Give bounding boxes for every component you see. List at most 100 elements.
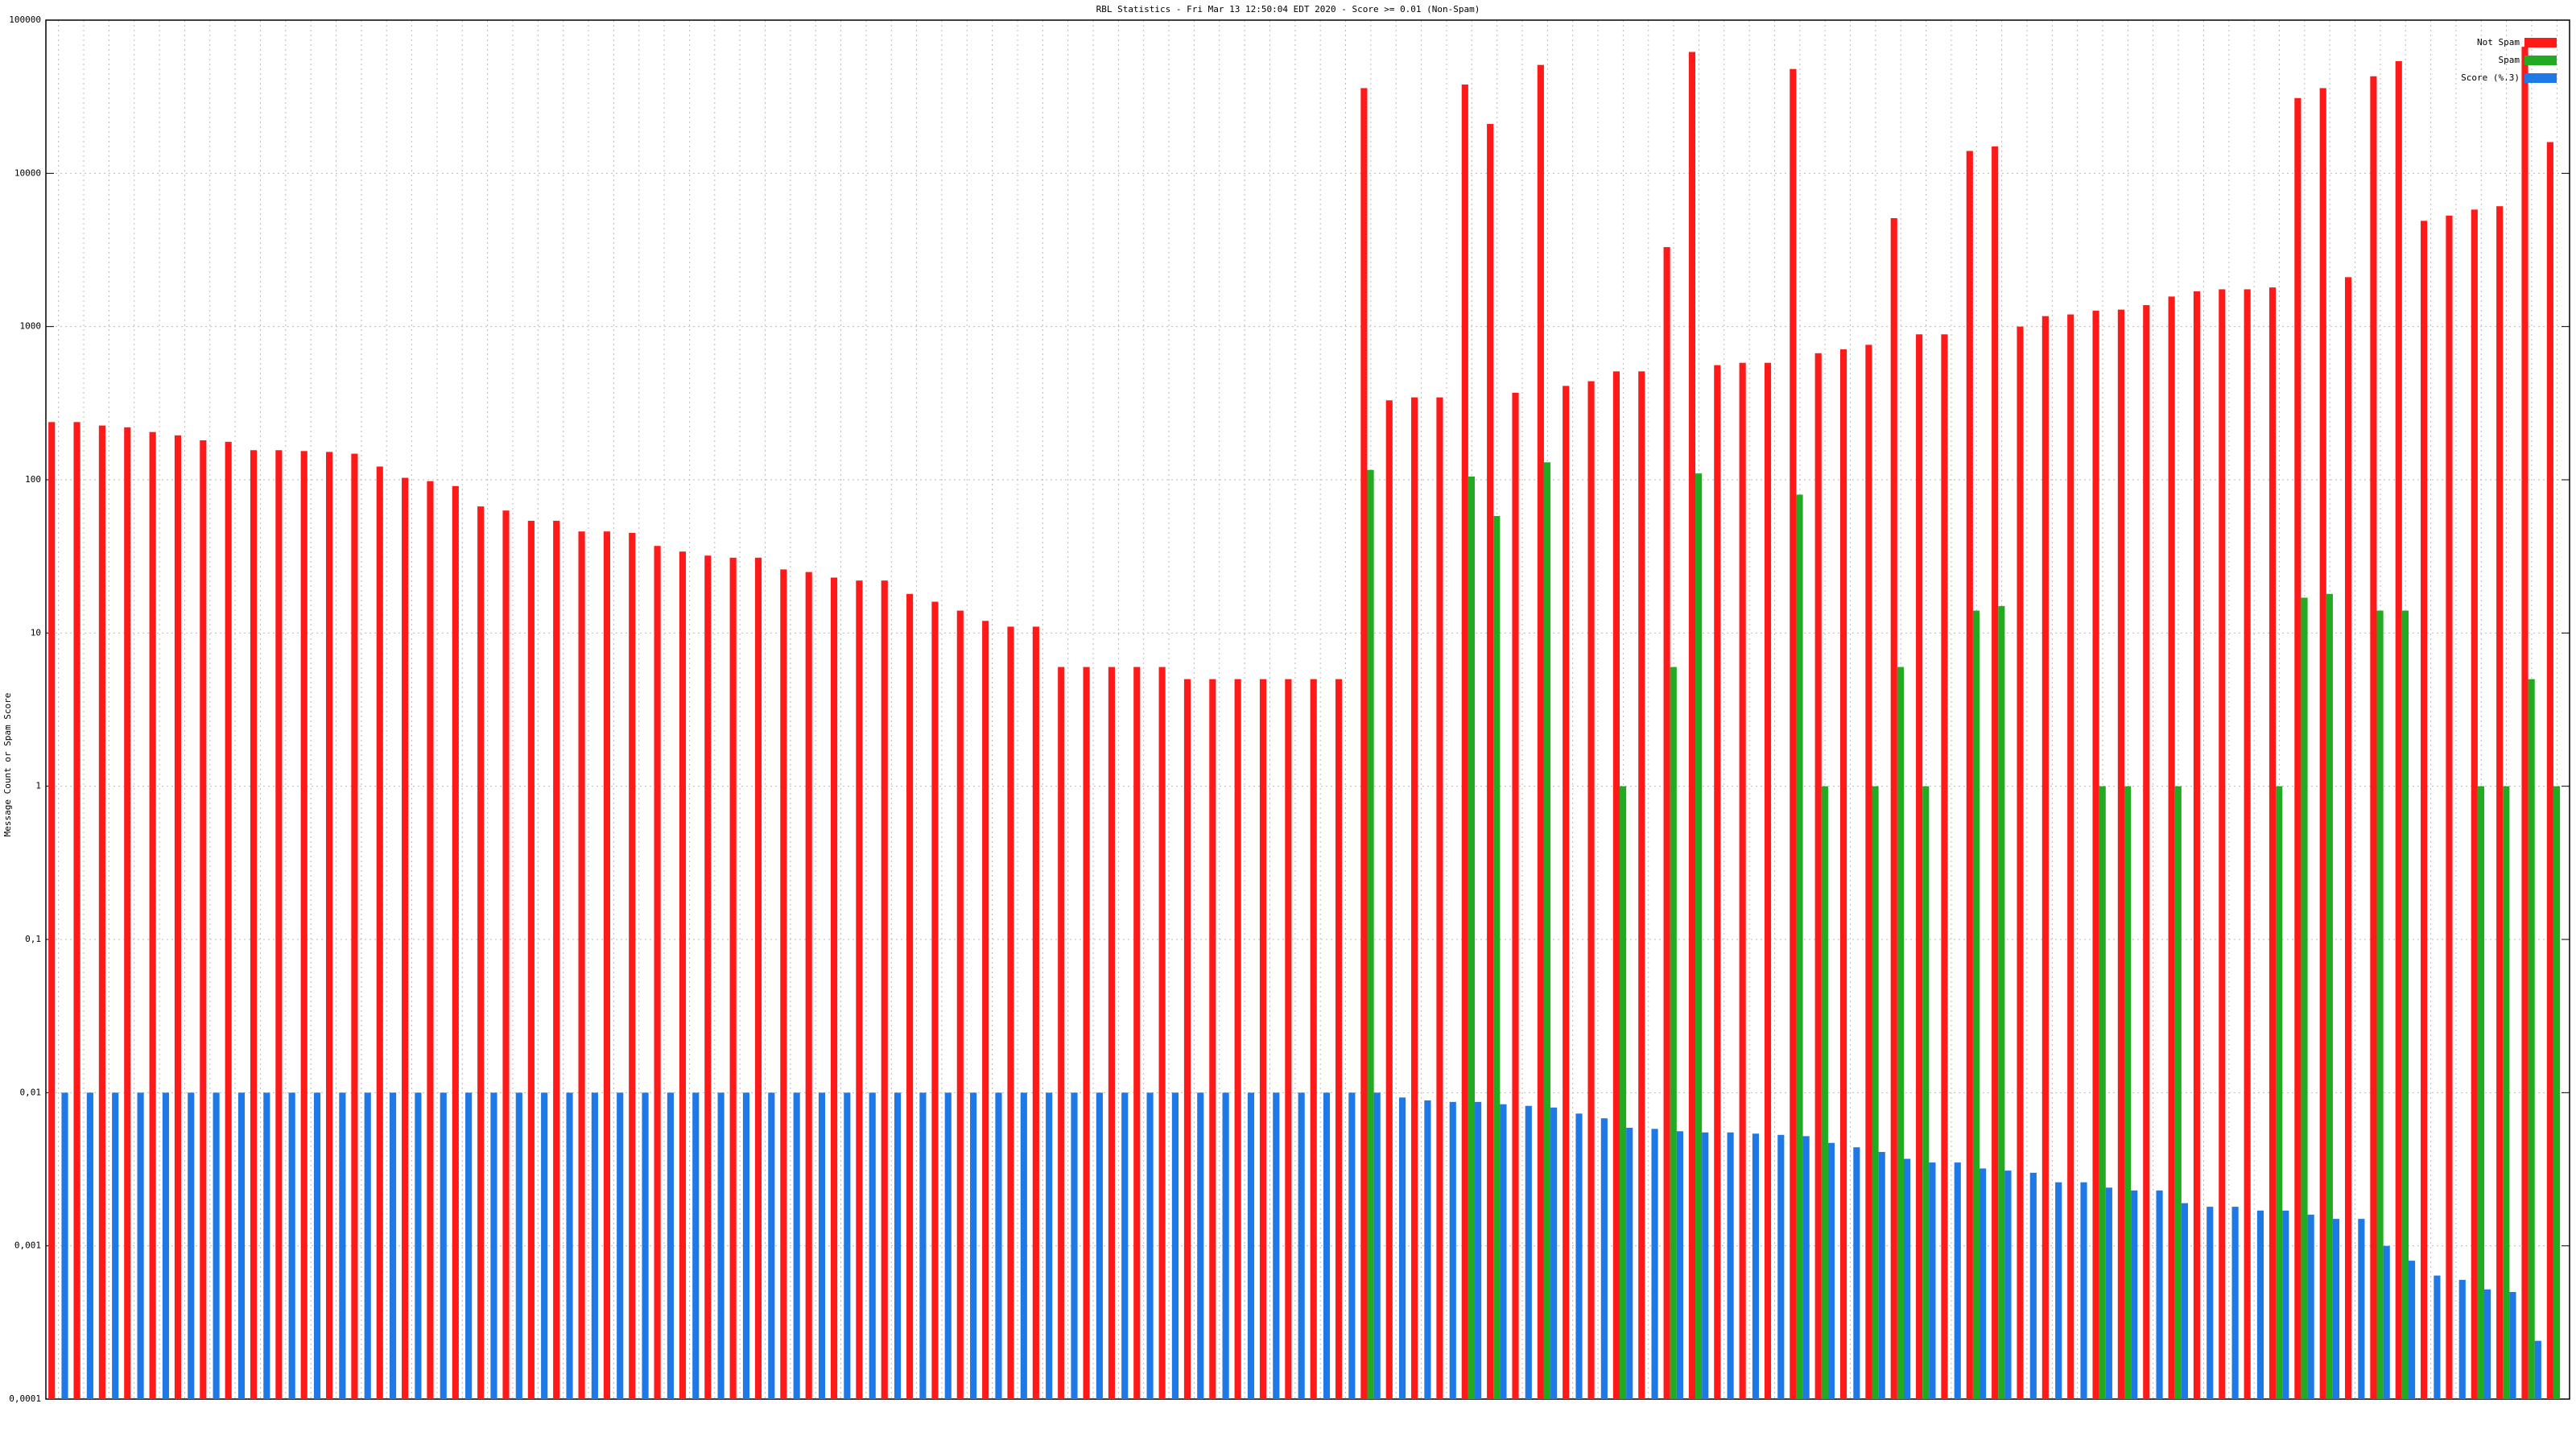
bar bbox=[629, 533, 636, 1400]
bar bbox=[2117, 309, 2124, 1399]
bar bbox=[1209, 679, 1216, 1399]
bar bbox=[931, 601, 939, 1399]
bar bbox=[86, 1092, 93, 1399]
bar bbox=[1007, 626, 1014, 1399]
bar bbox=[1897, 667, 1904, 1399]
legend-swatch bbox=[2524, 56, 2557, 65]
bar bbox=[970, 1092, 977, 1399]
bar bbox=[477, 506, 485, 1399]
bar bbox=[2528, 679, 2535, 1399]
bar bbox=[1922, 786, 1930, 1399]
bar bbox=[1695, 473, 1703, 1399]
bar bbox=[2156, 1190, 2163, 1399]
bar bbox=[440, 1092, 447, 1399]
bar bbox=[1796, 494, 1803, 1399]
bar bbox=[906, 593, 914, 1399]
bar bbox=[1424, 1100, 1431, 1399]
bar bbox=[2174, 786, 2182, 1399]
bar bbox=[515, 1092, 522, 1399]
bar bbox=[541, 1092, 548, 1399]
bar bbox=[288, 1092, 295, 1399]
legend-swatch bbox=[2524, 38, 2557, 47]
bar bbox=[1133, 667, 1141, 1399]
plot-frame bbox=[45, 19, 2570, 1400]
bar bbox=[1979, 1168, 1987, 1399]
bar bbox=[1839, 349, 1847, 1399]
bar bbox=[1676, 1131, 1683, 1399]
bar bbox=[1619, 786, 1627, 1399]
bar bbox=[225, 441, 232, 1399]
bar bbox=[2534, 1340, 2541, 1399]
bar bbox=[2124, 786, 2132, 1399]
bar bbox=[73, 422, 80, 1399]
bar bbox=[1487, 124, 1494, 1399]
bar bbox=[1587, 381, 1595, 1399]
bar bbox=[263, 1092, 270, 1399]
bar bbox=[603, 531, 610, 1399]
bar bbox=[1727, 1132, 1734, 1399]
bar bbox=[667, 1092, 674, 1399]
bar bbox=[768, 1092, 775, 1399]
bar bbox=[2143, 305, 2150, 1400]
bar bbox=[1032, 626, 1039, 1399]
bar bbox=[856, 580, 863, 1399]
bar bbox=[1234, 679, 1241, 1399]
bar bbox=[1083, 667, 1090, 1399]
bar bbox=[1385, 400, 1393, 1399]
y-tick-label: 0,01 bbox=[20, 1087, 42, 1097]
bar bbox=[1373, 1092, 1381, 1399]
bar bbox=[1702, 1132, 1709, 1399]
bar bbox=[502, 510, 510, 1400]
bar bbox=[2319, 88, 2326, 1399]
bar bbox=[704, 555, 712, 1399]
bar bbox=[137, 1092, 144, 1399]
bar bbox=[654, 546, 661, 1400]
y-axis-label: Message Count or Spam Score bbox=[2, 693, 13, 837]
bar bbox=[2105, 1187, 2112, 1399]
bar bbox=[351, 453, 358, 1399]
bar bbox=[1525, 1105, 1532, 1399]
bar bbox=[1360, 88, 1368, 1399]
bar bbox=[742, 1092, 750, 1399]
bar bbox=[48, 422, 56, 1399]
bar bbox=[2376, 610, 2384, 1399]
bar bbox=[919, 1092, 927, 1399]
bar bbox=[780, 569, 787, 1399]
bar bbox=[1096, 1092, 1103, 1399]
bar bbox=[1814, 353, 1822, 1400]
bar bbox=[1071, 1092, 1078, 1399]
chart-title: RBL Statistics - Fri Mar 13 12:50:04 EDT… bbox=[1096, 4, 1480, 14]
bar bbox=[1739, 362, 1746, 1399]
bar bbox=[1998, 605, 2005, 1399]
bar bbox=[98, 425, 105, 1400]
bar bbox=[1954, 1162, 1961, 1399]
bar bbox=[1612, 371, 1620, 1399]
legend-swatch bbox=[2524, 73, 2557, 83]
y-tick-label: 0,001 bbox=[14, 1241, 41, 1251]
bar bbox=[2256, 1210, 2264, 1399]
bar bbox=[250, 450, 258, 1399]
bar bbox=[1802, 1136, 1810, 1399]
bar bbox=[1537, 64, 1544, 1399]
bar bbox=[1348, 1092, 1356, 1399]
legend-label: Score (%.3) bbox=[2461, 72, 2520, 83]
bar bbox=[2358, 1219, 2365, 1399]
bar bbox=[1600, 1118, 1608, 1399]
bar bbox=[2344, 277, 2352, 1399]
bar bbox=[2067, 314, 2074, 1399]
bar bbox=[729, 557, 737, 1400]
bar bbox=[754, 557, 762, 1400]
bar bbox=[805, 572, 812, 1400]
bar bbox=[566, 1092, 573, 1399]
bar bbox=[2496, 206, 2504, 1399]
bar bbox=[2553, 786, 2561, 1399]
bar bbox=[427, 481, 434, 1400]
bar bbox=[527, 520, 535, 1400]
bar bbox=[2383, 1245, 2390, 1399]
bar bbox=[2041, 316, 2049, 1400]
bar bbox=[313, 1092, 321, 1399]
bar bbox=[2477, 786, 2485, 1399]
bar bbox=[452, 485, 459, 1399]
bar bbox=[1323, 1092, 1331, 1399]
bar bbox=[325, 452, 333, 1399]
